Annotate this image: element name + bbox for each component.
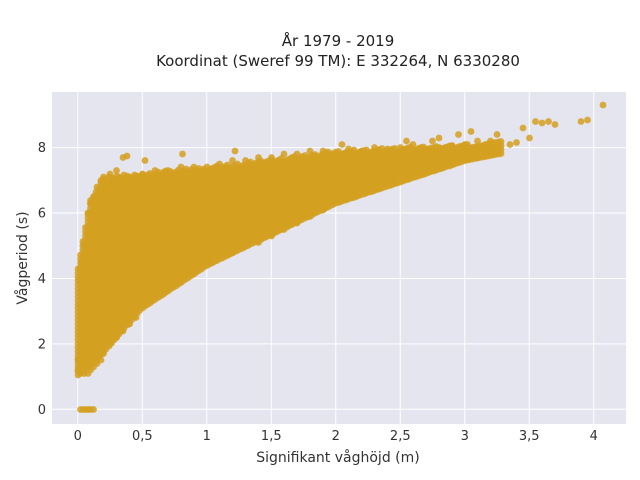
scatter-point [526,134,533,142]
scatter-point [532,118,539,125]
x-tick-label: 1,5 [261,429,282,444]
scatter-point [584,116,591,124]
scatter-point [338,141,346,148]
x-tick-label: 0 [74,429,82,444]
x-tick-label: 3,5 [519,429,540,444]
scatter-point [519,124,527,132]
scatter-point [429,137,436,145]
x-axis-label: Signifikant våghöjd (m) [256,449,419,466]
chart-title-line2: Koordinat (Sweref 99 TM): E 332264, N 63… [156,52,520,70]
x-tick-label: 1 [203,429,211,444]
scatter-point [506,141,514,148]
scatter-point [90,406,97,413]
x-axis-ticks: 0 0,5 1 1,5 2 2,5 3 3,5 4 [74,429,598,444]
x-tick-label: 3 [461,429,469,444]
scatter-point [577,118,585,125]
scatter-point [231,147,239,155]
scatter-point [403,137,410,145]
scatter-point [493,131,501,138]
scatter-point [179,150,186,158]
y-tick-label: 2 [38,337,46,352]
scatter-point [141,157,149,164]
y-tick-label: 8 [38,141,46,156]
scatter-point [545,118,552,125]
x-tick-label: 0,5 [132,429,153,444]
y-tick-label: 0 [38,403,46,418]
scatter-point [455,131,462,138]
scatter-point [538,119,546,127]
x-tick-label: 2,5 [390,429,411,444]
x-tick-label: 2 [332,429,340,444]
scatter-point [435,134,443,142]
y-axis-ticks: 0 2 4 6 8 [38,141,46,418]
x-tick-label: 4 [590,429,598,444]
scatter-point [599,101,607,109]
y-tick-label: 4 [38,272,46,287]
data-points [74,101,607,413]
scatter-point [467,128,475,135]
scatter-point [513,139,520,146]
scatter-point [497,138,505,145]
chart-title-line1: År 1979 - 2019 [282,31,395,50]
y-tick-label: 6 [38,207,46,222]
scatter-point [123,152,131,160]
scatter-point [551,121,559,128]
scatter-point [113,167,120,174]
y-axis-label: Vågperiod (s) [14,211,31,304]
